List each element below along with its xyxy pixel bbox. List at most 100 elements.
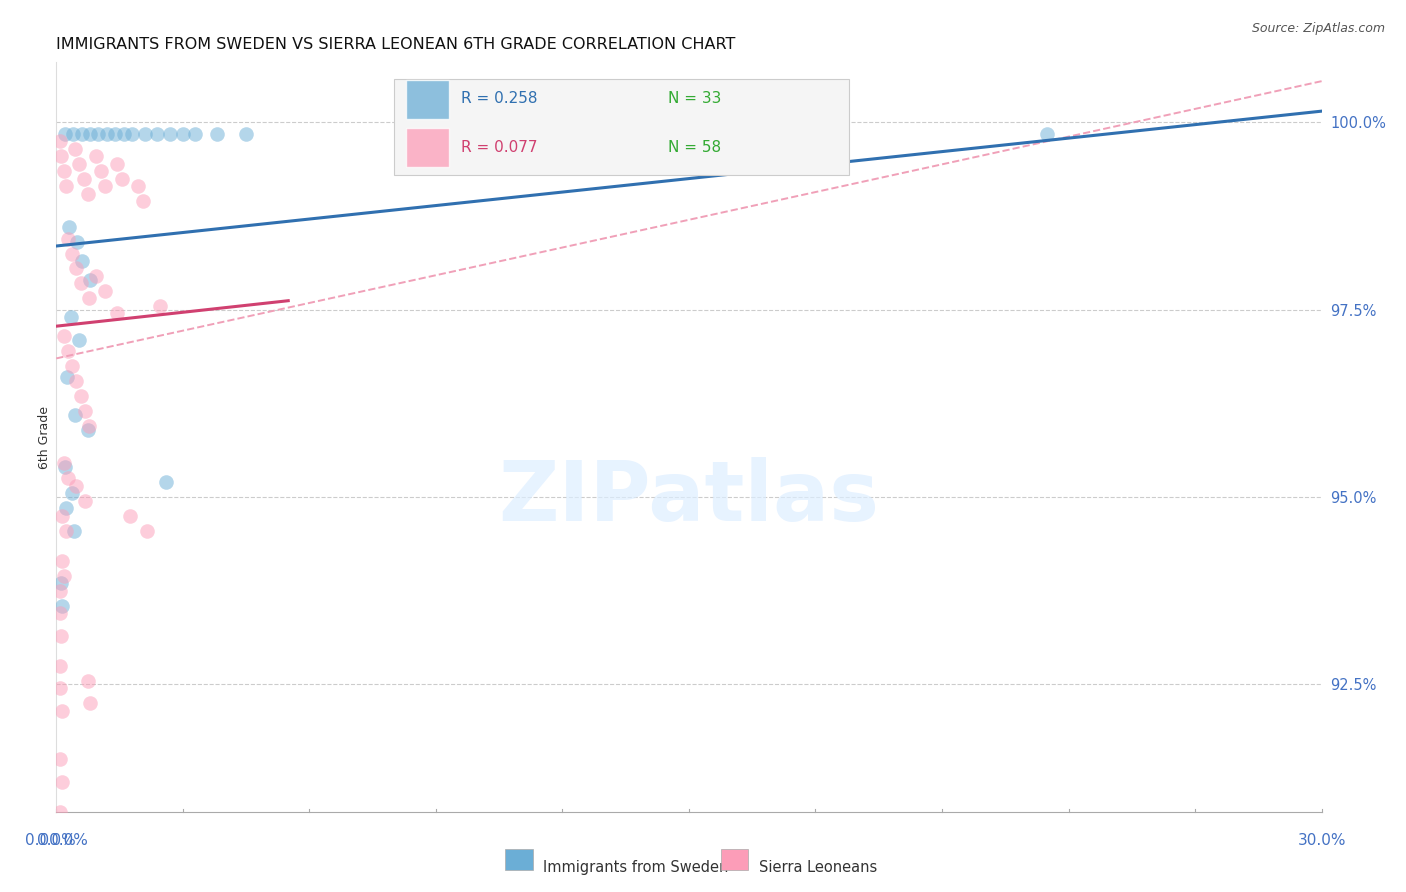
Point [59, 310, 82, 325]
Point [56, 231, 79, 245]
Point [105, 156, 129, 170]
Point [159, 127, 181, 141]
Point [51, 149, 73, 163]
Point [55, 501, 77, 516]
Text: IMMIGRANTS FROM SWEDEN VS SIERRA LEONEAN 6TH GRADE CORRELATION CHART: IMMIGRANTS FROM SWEDEN VS SIERRA LEONEAN… [56, 37, 735, 52]
Text: ZIPatlas: ZIPatlas [499, 457, 879, 538]
Point [65, 261, 87, 276]
Point [49, 606, 72, 620]
Point [134, 127, 156, 141]
Bar [406, 79, 449, 119]
Bar [406, 128, 449, 168]
Point [51, 508, 73, 523]
Bar [720, 849, 748, 871]
Point [73, 493, 96, 508]
Point [56, 471, 79, 485]
Point [65, 479, 87, 493]
Text: 0.00.0%: 0.00.0% [25, 833, 87, 847]
Point [48, 805, 70, 819]
Point [1036, 127, 1059, 141]
Bar [394, 78, 849, 175]
Point [93, 179, 115, 194]
Point [146, 127, 169, 141]
Point [51, 629, 73, 643]
Point [66, 235, 89, 250]
Point [67, 156, 90, 170]
Point [104, 127, 127, 141]
Point [184, 127, 207, 141]
Point [52, 164, 75, 178]
Point [172, 127, 194, 141]
Point [51, 704, 73, 718]
Y-axis label: 6th Grade: 6th Grade [38, 406, 51, 468]
Point [51, 576, 73, 591]
Point [60, 359, 83, 373]
Point [62, 127, 84, 141]
Point [55, 179, 77, 194]
Point [76, 186, 98, 201]
Point [60, 486, 83, 500]
Point [60, 246, 83, 260]
Point [52, 568, 75, 582]
Point [111, 171, 132, 186]
Point [79, 696, 101, 710]
Point [67, 333, 90, 347]
Text: R = 0.258: R = 0.258 [461, 91, 537, 106]
Point [69, 389, 91, 403]
Text: 30.0%: 30.0% [1298, 833, 1346, 847]
Point [118, 508, 141, 523]
Point [93, 284, 115, 298]
Point [49, 827, 72, 841]
Point [127, 179, 149, 194]
Point [149, 299, 172, 313]
Point [70, 127, 93, 141]
Point [90, 164, 111, 178]
Text: Source: ZipAtlas.com: Source: ZipAtlas.com [1251, 22, 1385, 36]
Bar [506, 849, 533, 871]
Text: Sierra Leoneans: Sierra Leoneans [759, 861, 877, 875]
Point [76, 673, 98, 688]
Point [48, 134, 70, 148]
Point [235, 127, 257, 141]
Point [73, 171, 96, 186]
Point [55, 524, 77, 538]
Point [112, 127, 135, 141]
Point [79, 127, 101, 141]
Point [63, 524, 86, 538]
Text: R = 0.077: R = 0.077 [461, 140, 537, 154]
Point [48, 583, 70, 598]
Point [69, 277, 91, 291]
Point [53, 460, 76, 475]
Point [135, 524, 157, 538]
Point [121, 127, 143, 141]
Point [76, 423, 98, 437]
Point [65, 408, 87, 422]
Point [65, 374, 87, 388]
Point [155, 475, 177, 489]
Point [96, 127, 118, 141]
Text: N = 58: N = 58 [668, 140, 721, 154]
Point [52, 456, 75, 470]
Point [77, 292, 100, 306]
Point [65, 142, 87, 156]
Point [84, 268, 107, 283]
Point [52, 329, 75, 343]
Point [73, 404, 96, 418]
Point [205, 127, 228, 141]
Point [132, 194, 153, 208]
Point [84, 149, 107, 163]
Point [48, 658, 70, 673]
Point [51, 774, 73, 789]
Text: Immigrants from Sweden: Immigrants from Sweden [543, 861, 728, 875]
Point [58, 220, 80, 235]
Text: N = 33: N = 33 [668, 91, 721, 106]
Point [56, 370, 79, 384]
Point [70, 254, 93, 268]
Point [49, 681, 72, 695]
Point [87, 127, 110, 141]
Point [79, 273, 101, 287]
Point [77, 418, 100, 433]
Point [51, 554, 73, 568]
Point [105, 306, 129, 320]
Text: 0.0%: 0.0% [37, 833, 76, 847]
